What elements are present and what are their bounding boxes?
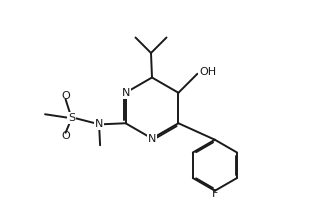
Text: N: N (95, 119, 103, 129)
Text: N: N (121, 88, 130, 98)
Text: N: N (148, 134, 156, 144)
Text: S: S (68, 113, 75, 123)
Text: O: O (61, 131, 70, 141)
Text: OH: OH (199, 67, 216, 77)
Text: O: O (61, 91, 70, 101)
Text: F: F (212, 189, 218, 199)
